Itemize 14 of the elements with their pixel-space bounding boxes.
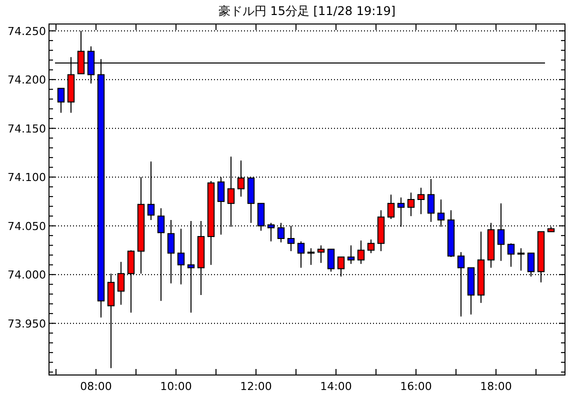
- title: 豪ドル円 15分足 [11/28 19:19]: [218, 4, 396, 18]
- x-tick-label: 10:00: [160, 380, 192, 393]
- y-tick-label: 74.100: [8, 171, 46, 184]
- y-tick-label: 74.150: [8, 122, 46, 136]
- x-tick-label: 14:00: [320, 380, 352, 393]
- y-tick-label: 73.950: [8, 317, 46, 330]
- y-tick-label: 74.250: [8, 24, 46, 38]
- y-tick-label: 74.200: [8, 74, 46, 87]
- y-tick-label: 74.050: [8, 220, 46, 233]
- x-tick-label: 12:00: [240, 380, 272, 393]
- x-tick-label: 16:00: [400, 380, 432, 393]
- x-tick-label: 18:00: [480, 380, 512, 393]
- x-tick-label: 08:00: [80, 380, 112, 393]
- y-tick-label: 74.000: [8, 268, 46, 282]
